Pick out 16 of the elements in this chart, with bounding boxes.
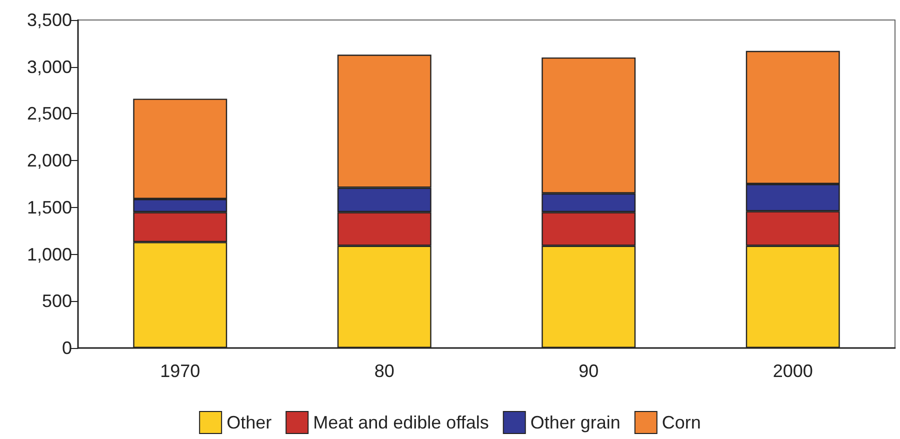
x-tick-label: 1970 — [160, 361, 200, 381]
legend-label: Other — [226, 412, 272, 432]
x-tick-label: 90 — [578, 361, 599, 381]
y-tick-label: 0 — [62, 338, 72, 358]
y-tick-label: 2,500 — [26, 104, 72, 124]
y-tick-label: 2,000 — [26, 150, 72, 171]
y-tick-label: 1,000 — [26, 244, 72, 264]
legend-label: Other grain — [530, 412, 620, 432]
y-tick-label: 1,500 — [26, 197, 72, 218]
y-tick-label: 3,500 — [26, 10, 72, 30]
legend-label: Meat and edible offals — [313, 412, 489, 432]
y-tick-label: 500 — [42, 291, 72, 312]
legend-label: Corn — [662, 412, 701, 432]
x-tick-label: 2000 — [772, 361, 813, 381]
y-tick-label: 3,000 — [26, 56, 72, 77]
x-tick-label: 80 — [374, 361, 394, 381]
